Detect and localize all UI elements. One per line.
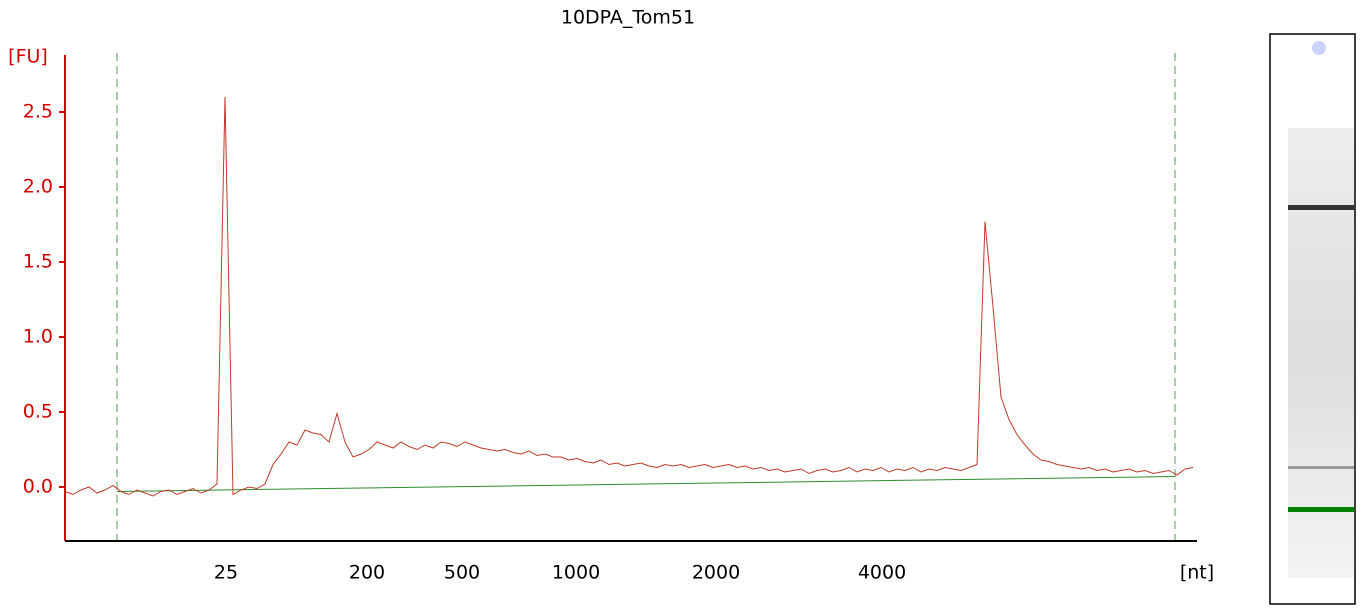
baseline (116, 476, 1176, 492)
x-axis-label: [nt] (1180, 562, 1214, 584)
x-tick-label: 1000 (552, 562, 600, 584)
y-tick-label: 1.0 (23, 326, 53, 348)
y-tick-label: 0.0 (23, 476, 53, 498)
y-tick-label: 0.5 (23, 401, 53, 423)
y-tick-label: 2.5 (23, 101, 53, 123)
x-tick-label: 4000 (858, 562, 906, 584)
gel-lane (1269, 33, 1356, 605)
x-tick-label: 500 (444, 562, 480, 584)
y-tick-label: 1.5 (23, 251, 53, 273)
x-tick-label: 25 (214, 562, 238, 584)
trace (64, 96, 1194, 497)
x-tick-label: 200 (349, 562, 385, 584)
chart-title: 10DPA_Tom51 (561, 7, 695, 29)
y-axis-label: [FU] (8, 46, 48, 68)
x-tick-label: 2000 (692, 562, 740, 584)
y-tick-label: 2.0 (23, 176, 53, 198)
